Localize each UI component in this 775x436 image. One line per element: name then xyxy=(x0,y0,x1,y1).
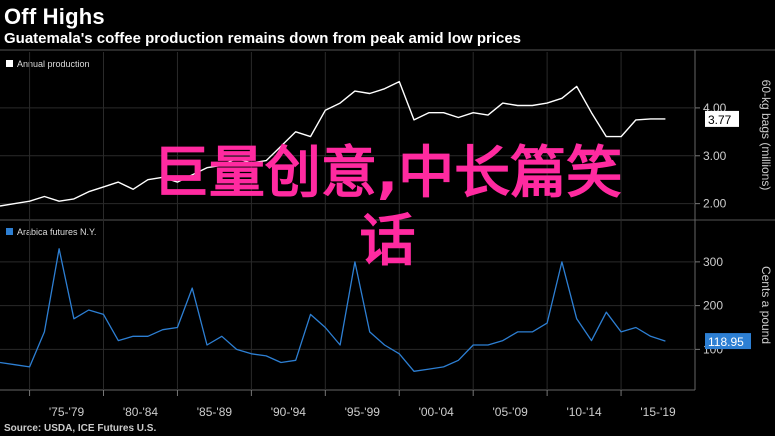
x-tick-label: '95-'99 xyxy=(345,405,381,419)
legend-swatch-production xyxy=(6,60,13,67)
series-line-futures xyxy=(0,248,666,372)
x-tick-label: '10-'14 xyxy=(566,405,602,419)
y-axis-title-futures: Cents a pound xyxy=(759,266,773,344)
x-tick-label: '15-'19 xyxy=(640,405,676,419)
x-tick-label: '05-'09 xyxy=(493,405,529,419)
legend-swatch-futures xyxy=(6,228,13,235)
x-tick-label: '85-'89 xyxy=(197,405,233,419)
y-tick-label-futures: 300 xyxy=(703,255,723,269)
y-axis-title-production: 60-kg bags (millions) xyxy=(759,80,773,191)
y-tick-label-production: 3.00 xyxy=(703,149,727,163)
x-tick-label: '90-'94 xyxy=(271,405,307,419)
last-value-tag-futures xyxy=(705,333,751,350)
last-value-label-production: 3.77 xyxy=(708,113,732,127)
x-tick-label: '80-'84 xyxy=(123,405,159,419)
y-tick-label-futures: 200 xyxy=(703,299,723,313)
last-value-tag-production xyxy=(705,110,739,127)
series-line-production xyxy=(0,80,666,207)
source-note: Source: USDA, ICE Futures U.S. xyxy=(4,423,156,434)
chart-title: Off Highs xyxy=(4,4,105,29)
legend-label-futures: Arabica futures N.Y. xyxy=(17,227,96,237)
y-tick-label-production: 2.00 xyxy=(703,197,727,211)
last-value-label-futures: 118.95 xyxy=(708,335,744,349)
x-tick-label: '75-'79 xyxy=(49,405,85,419)
chart-subtitle: Guatemala's coffee production remains do… xyxy=(4,30,522,47)
x-tick-label: '00-'04 xyxy=(419,405,455,419)
legend-label-production: Annual production xyxy=(17,59,90,69)
